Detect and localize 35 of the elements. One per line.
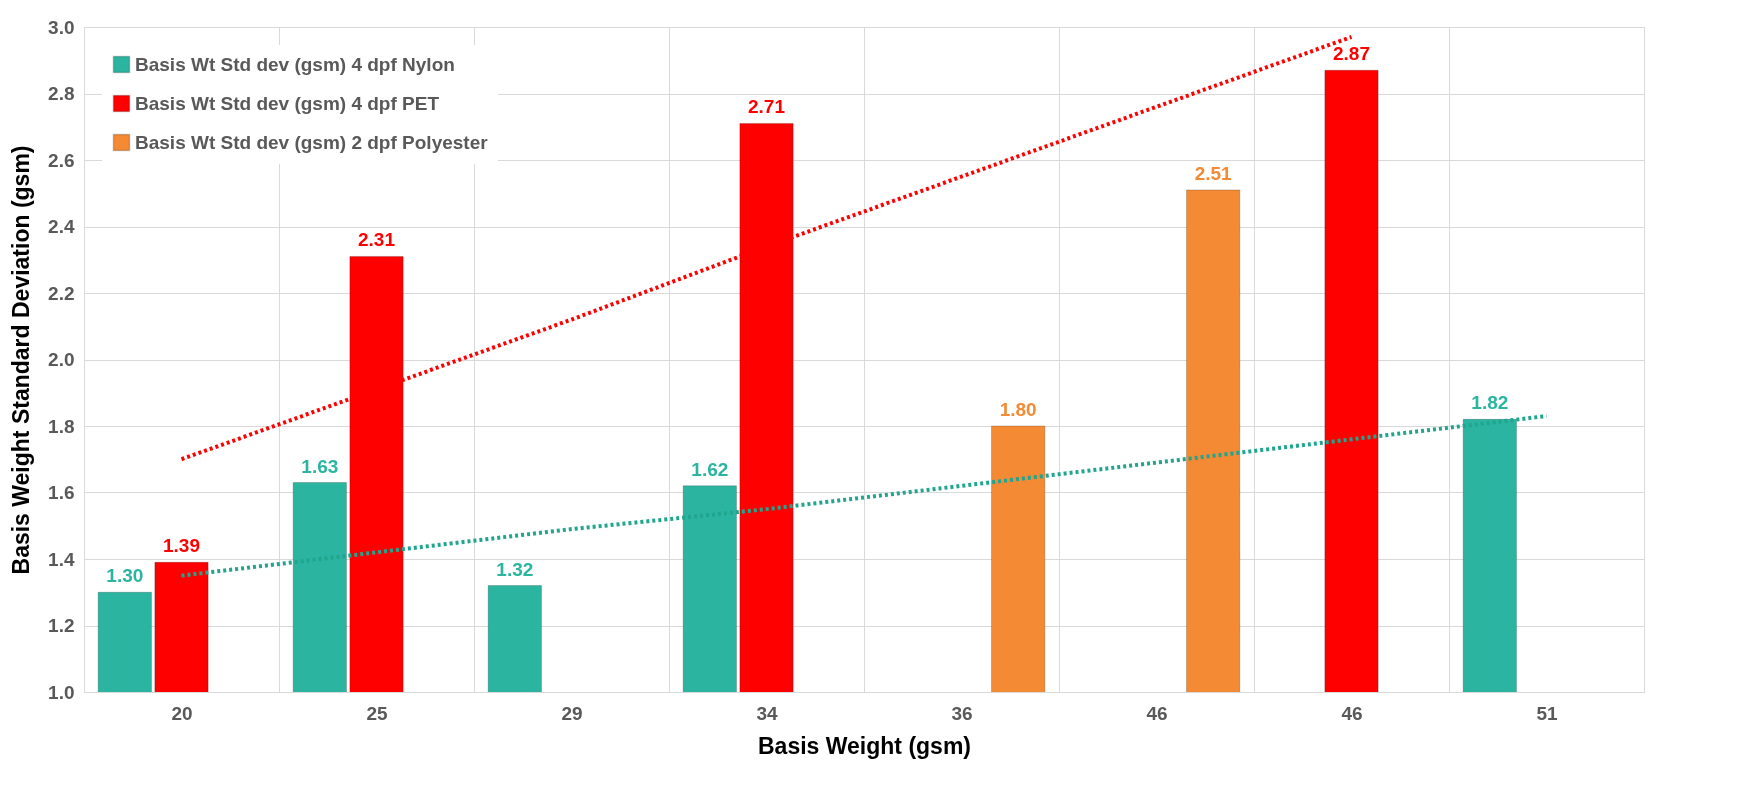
data-label: 1.62 (691, 458, 729, 480)
x-tick-label: 36 (951, 702, 973, 724)
data-label: 2.51 (1194, 162, 1233, 184)
data-label: 2.87 (1333, 43, 1370, 65)
data-label: 2.31 (358, 229, 396, 251)
y-tick-label: 2.0 (48, 349, 75, 370)
y-tick-label: 1.0 (48, 681, 75, 703)
y-tick-label: 2.4 (48, 216, 75, 237)
data-label: 1.82 (1471, 392, 1509, 414)
data-label: 1.39 (163, 535, 200, 557)
x-tick-label: 25 (366, 702, 388, 724)
data-label: 1.63 (301, 455, 339, 477)
y-tick-label: 1.4 (48, 548, 75, 570)
y-axis-title: Basis Weight Standard Deviation (gsm) (8, 145, 35, 575)
y-tick-label: 1.2 (48, 615, 75, 636)
x-tick-label: 46 (1341, 702, 1363, 724)
y-tick-label: 2.6 (48, 149, 75, 171)
legend-label: Basis Wt Std dev (gsm) 4 dpf PET (135, 92, 440, 114)
x-tick-label: 20 (171, 702, 193, 724)
data-label: 1.30 (106, 565, 144, 587)
legend-label: Basis Wt Std dev (gsm) 4 dpf Nylon (135, 53, 455, 75)
data-label: 1.32 (496, 558, 534, 580)
y-tick-label: 1.6 (48, 482, 75, 503)
x-tick-label: 34 (756, 702, 778, 724)
data-label: 2.71 (748, 96, 786, 118)
x-tick-label: 51 (1536, 702, 1558, 724)
x-axis-title: Basis Weight (gsm) (758, 732, 971, 759)
y-tick-label: 1.8 (48, 415, 75, 437)
x-tick-label: 46 (1146, 702, 1168, 724)
data-label: 1.80 (999, 399, 1037, 420)
legend-label: Basis Wt Std dev (gsm) 2 dpf Polyester (135, 131, 489, 153)
y-tick-label: 2.8 (48, 83, 75, 104)
x-tick-label: 29 (561, 702, 583, 724)
y-tick-label: 3.0 (48, 16, 75, 38)
y-tick-label: 2.2 (48, 282, 75, 304)
